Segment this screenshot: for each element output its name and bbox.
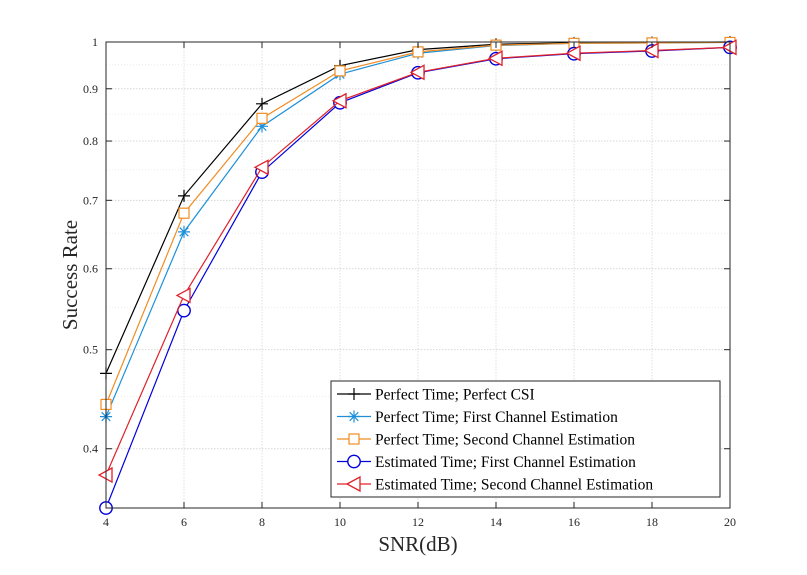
legend-marker <box>347 454 361 469</box>
x-tick-label: 12 <box>412 515 424 529</box>
y-tick-label: 0.9 <box>83 82 98 96</box>
legend-item: Perfect Time; Second Channel Estimation <box>337 432 635 449</box>
y-tick-label: 0.4 <box>83 442 98 456</box>
ticks: 4 6 8 10 12 14 16 18 20 0.4 0.5 0.6 0.7 0.8 0.9 1 <box>83 35 736 529</box>
legend-marker <box>345 475 361 493</box>
legend-label: Perfect Time; Second Channel Estimation <box>375 432 635 449</box>
legend-label: Perfect Time; Perfect CSI <box>375 387 535 404</box>
data-point <box>409 64 425 81</box>
y-tick-label: 0.5 <box>83 343 98 357</box>
legend-item: Estimated Time; Second Channel Estimatio… <box>337 475 653 494</box>
x-axis-label: SNR(dB) <box>378 532 457 556</box>
legend-item: Perfect Time; First Channel Estimation <box>337 409 618 426</box>
legend-label: Perfect Time; First Channel Estimation <box>375 409 618 426</box>
data-point <box>178 207 190 219</box>
legend-box <box>330 380 721 498</box>
x-tick-label: 4 <box>103 515 109 529</box>
x-tick-label: 20 <box>724 515 736 529</box>
data-point <box>256 120 268 133</box>
y-axis-label: Success Rate <box>58 220 82 330</box>
x-tick-label: 10 <box>334 515 346 529</box>
x-tick-label: 14 <box>490 515 502 529</box>
data-point <box>331 92 347 109</box>
legend-marker <box>348 433 360 445</box>
legend-marker <box>348 388 360 400</box>
x-tick-label: 8 <box>259 515 265 529</box>
y-tick-label: 0.6 <box>83 262 98 276</box>
series-group <box>97 36 737 515</box>
legend-item: Perfect Time; Perfect CSI <box>337 387 535 404</box>
x-tick-label: 16 <box>568 515 580 529</box>
data-point <box>256 97 268 110</box>
legend: Perfect Time; Perfect CSI Perfect Time; F… <box>330 380 721 498</box>
legend-marker <box>348 410 360 423</box>
x-tick-label: 6 <box>181 515 187 529</box>
legend-label: Estimated Time; First Channel Estimation <box>375 454 636 471</box>
data-point <box>256 112 268 124</box>
y-tick-label: 0.8 <box>83 134 98 148</box>
data-point <box>412 46 424 58</box>
data-point <box>178 225 190 238</box>
data-point <box>334 65 346 77</box>
data-point <box>175 287 191 304</box>
y-tick-label: 1 <box>92 35 98 49</box>
y-tick-label: 0.7 <box>83 193 98 207</box>
data-point <box>565 45 581 62</box>
legend-item: Estimated Time; First Channel Estimation <box>337 454 636 471</box>
data-point <box>253 159 269 176</box>
data-point <box>178 189 190 202</box>
series-5 <box>97 39 737 484</box>
legend-label: Estimated Time; Second Channel Estimatio… <box>375 477 653 494</box>
x-tick-label: 18 <box>646 515 658 529</box>
data-point <box>487 50 503 67</box>
